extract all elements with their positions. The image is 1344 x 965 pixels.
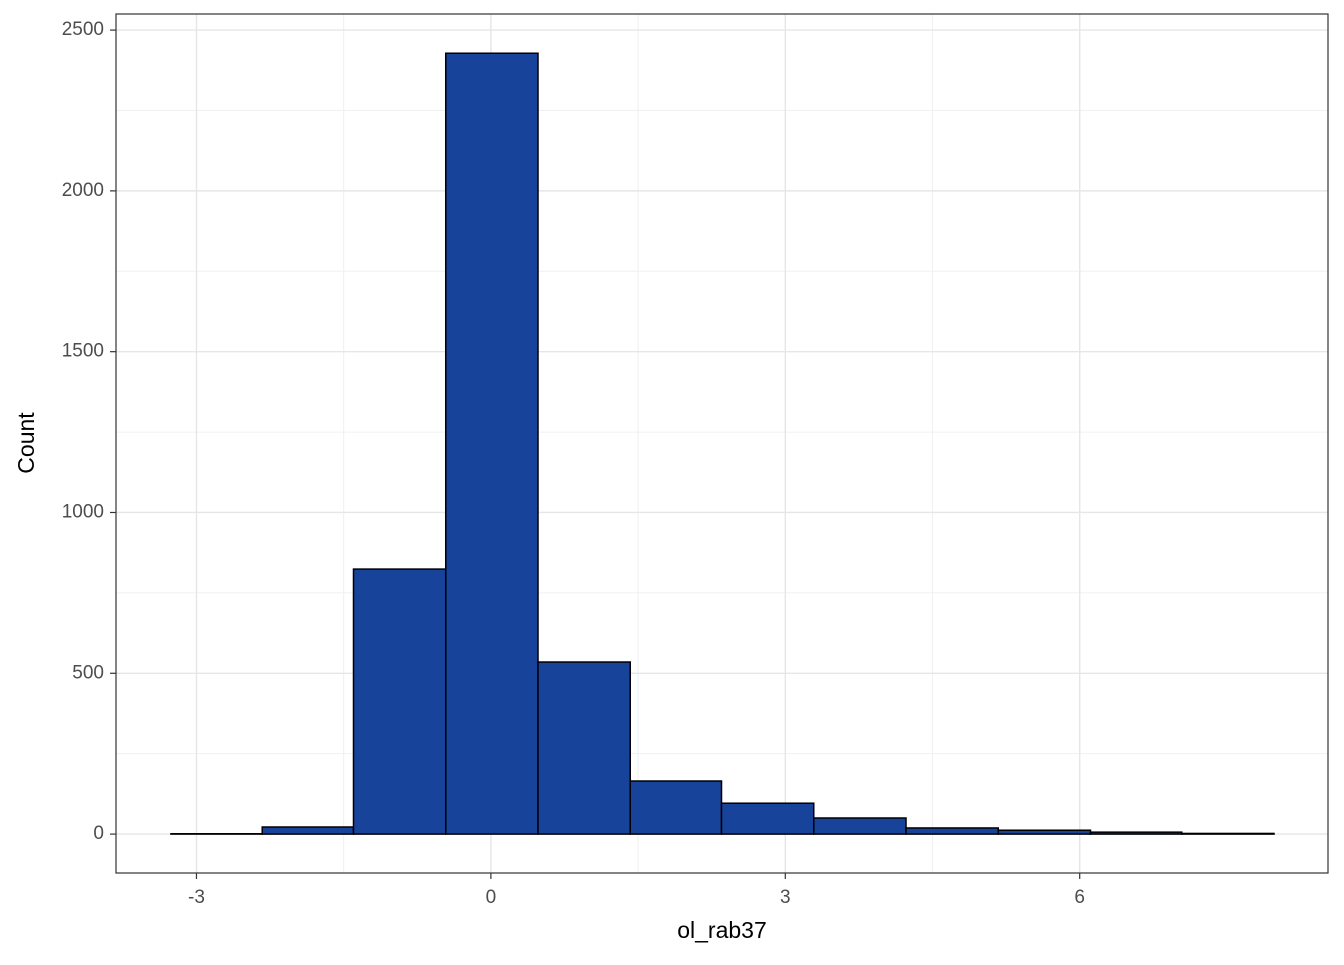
bar bbox=[722, 803, 814, 834]
bar bbox=[906, 828, 998, 834]
bar bbox=[630, 781, 721, 834]
y-tick-label: 0 bbox=[93, 823, 104, 844]
y-tick-label: 2500 bbox=[62, 19, 104, 40]
x-tick-label: -3 bbox=[188, 887, 205, 908]
bar bbox=[353, 569, 445, 834]
y-tick-label: 2000 bbox=[62, 180, 104, 201]
bar bbox=[1182, 833, 1274, 834]
x-tick-label: 0 bbox=[486, 887, 497, 908]
bar bbox=[446, 53, 538, 834]
bar bbox=[814, 818, 906, 834]
y-tick-label: 500 bbox=[72, 662, 104, 683]
bar bbox=[998, 830, 1090, 834]
x-tick-label: 3 bbox=[780, 887, 791, 908]
bar bbox=[1091, 832, 1182, 834]
x-axis-title: ol_rab37 bbox=[677, 917, 767, 943]
y-tick-label: 1500 bbox=[62, 341, 104, 362]
y-tick-label: 1000 bbox=[62, 501, 104, 522]
bar bbox=[538, 662, 630, 834]
bar bbox=[262, 827, 353, 834]
y-axis-title: Count bbox=[13, 412, 39, 474]
x-tick-label: 6 bbox=[1074, 887, 1085, 908]
